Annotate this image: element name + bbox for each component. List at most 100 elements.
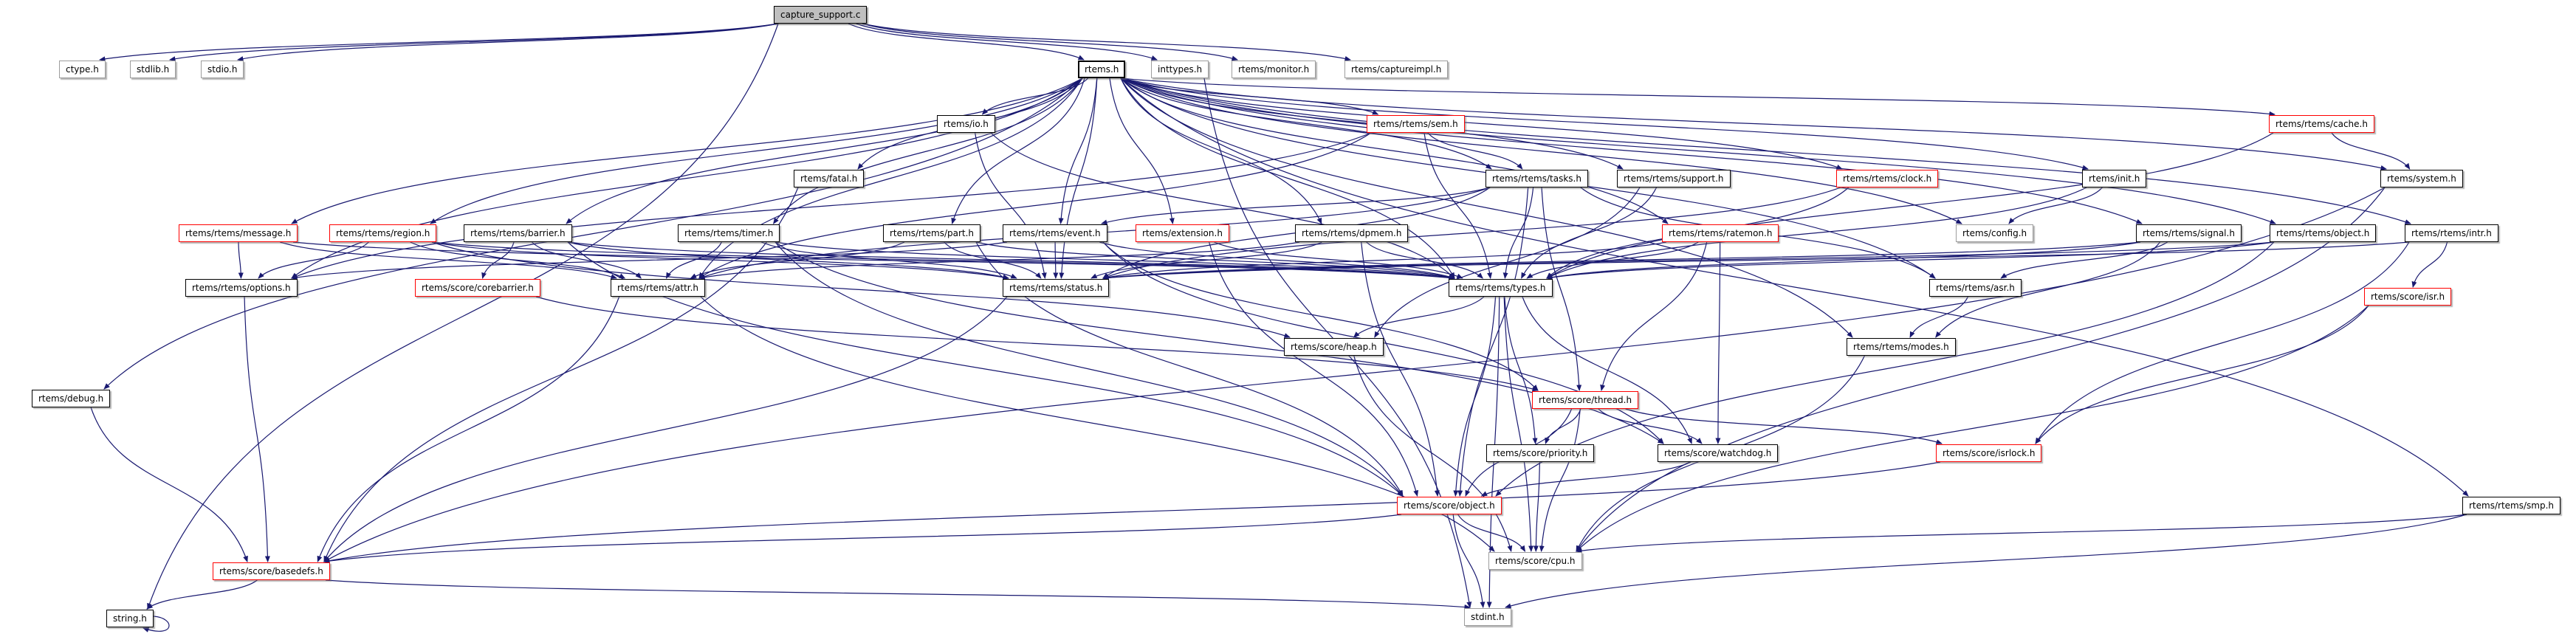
graph-node-rtems-rtems-object-h[interactable]: rtems/rtems/object.h: [2270, 224, 2377, 242]
edge-capture-support-c--stdlib-h: [169, 23, 779, 62]
edge-rtems-rtems-intr-h--rtems-rtems-status-h: [1102, 241, 2410, 280]
graph-node-stdlib-h[interactable]: stdlib.h: [130, 61, 176, 78]
graph-node-rtems-rtems-types-h[interactable]: rtems/rtems/types.h: [1449, 279, 1553, 297]
edge-rtems-rtems-event-h--rtems-score-thread-h: [1102, 241, 1539, 391]
edge-rtems-rtems-region-h--rtems-score-heap-h: [431, 241, 1291, 338]
graph-node-rtems-score-isrlock-h[interactable]: rtems/score/isrlock.h: [1936, 444, 2042, 462]
edge-rtems-score-basedefs-h--string-h: [146, 579, 258, 610]
graph-node-rtems-rtems-event-h[interactable]: rtems/rtems/event.h: [1003, 224, 1107, 242]
edge-rtems-score-basedefs-h--stdint-h: [325, 579, 1471, 610]
graph-node-rtems-h[interactable]: rtems.h: [1078, 61, 1126, 78]
edge-rtems-h--rtems-rtems-attr-h: [698, 77, 1083, 279]
edge-rtems-rtems-tasks-h--rtems-score-object-h: [1457, 187, 1529, 497]
graph-node-rtems-rtems-intr-h[interactable]: rtems/rtems/intr.h: [2405, 224, 2498, 242]
graph-node-rtems-rtems-part-h[interactable]: rtems/rtems/part.h: [883, 224, 981, 242]
edge-rtems-rtems-object-h--rtems-rtems-status-h: [1102, 241, 2275, 280]
edge-rtems-rtems-signal-h--rtems-rtems-types-h: [1546, 241, 2141, 280]
edge-rtems-h--rtems-config-h: [1120, 77, 1962, 224]
graph-node-rtems-io-h[interactable]: rtems/io.h: [937, 115, 995, 133]
graph-node-rtems-score-object-h[interactable]: rtems/score/object.h: [1397, 497, 1502, 514]
edge-capture-support-c--string-h: [147, 23, 779, 610]
graph-node-rtems-monitor-h[interactable]: rtems/monitor.h: [1232, 61, 1316, 78]
graph-node-capture-support-c: capture_support.c: [774, 6, 868, 24]
edge-rtems-rtems-barrier-h--rtems-score-corebarrier-h: [481, 241, 515, 279]
graph-node-rtems-rtems-tasks-h[interactable]: rtems/rtems/tasks.h: [1486, 170, 1588, 187]
edge-rtems-rtems-smp-h--rtems-score-cpu-h: [1576, 514, 2467, 554]
edge-rtems-rtems-part-h--rtems-rtems-attr-h: [690, 241, 905, 279]
edge-rtems-rtems-cache-h--rtems-rtems-types-h: [1546, 132, 2274, 279]
graph-node-rtems-rtems-clock-h[interactable]: rtems/rtems/clock.h: [1836, 170, 1939, 187]
graph-node-rtems-score-watchdog-h[interactable]: rtems/score/watchdog.h: [1658, 444, 1779, 462]
graph-node-rtems-fatal-h[interactable]: rtems/fatal.h: [794, 170, 865, 187]
edge-rtems-h--rtems-rtems-object-h: [1120, 77, 2276, 224]
edge-rtems-h--rtems-rtems-dpmem-h: [1120, 77, 1322, 224]
edge-rtems-rtems-support-h--rtems-rtems-types-h: [1521, 187, 1658, 279]
graph-node-rtems-score-thread-h[interactable]: rtems/score/thread.h: [1532, 391, 1639, 409]
edge-rtems-rtems-region-h--rtems-rtems-options-h: [258, 241, 369, 279]
graph-node-rtems-rtems-status-h[interactable]: rtems/rtems/status.h: [1003, 279, 1110, 297]
graph-node-rtems-rtems-smp-h[interactable]: rtems/rtems/smp.h: [2462, 497, 2560, 514]
edge-rtems-rtems-region-h--rtems-rtems-status-h: [431, 241, 1009, 280]
graph-node-rtems-rtems-options-h[interactable]: rtems/rtems/options.h: [185, 279, 298, 297]
graph-node-rtems-rtems-barrier-h[interactable]: rtems/rtems/barrier.h: [464, 224, 572, 242]
edge-rtems-h--rtems-rtems-timer-h: [773, 77, 1083, 224]
graph-node-rtems-rtems-message-h[interactable]: rtems/rtems/message.h: [179, 224, 298, 242]
graph-node-stdio-h[interactable]: stdio.h: [201, 61, 244, 78]
graph-node-rtems-config-h[interactable]: rtems/config.h: [1956, 224, 2034, 242]
graph-node-rtems-score-heap-h[interactable]: rtems/score/heap.h: [1284, 338, 1384, 356]
graph-node-rtems-score-priority-h[interactable]: rtems/score/priority.h: [1486, 444, 1595, 462]
edge-rtems-rtems-message-h--rtems-rtems-attr-h: [280, 241, 617, 279]
graph-node-string-h[interactable]: string.h: [106, 610, 154, 627]
graph-node-rtems-rtems-ratemon-h[interactable]: rtems/rtems/ratemon.h: [1662, 224, 1779, 242]
graph-node-rtems-rtems-region-h[interactable]: rtems/rtems/region.h: [329, 224, 437, 242]
graph-node-rtems-rtems-signal-h[interactable]: rtems/rtems/signal.h: [2136, 224, 2242, 242]
edge-rtems-h--rtems-io-h: [981, 77, 1089, 115]
edge-rtems-rtems-types-h--rtems-score-cpu-h: [1503, 296, 1534, 552]
edge-rtems-score-corebarrier-h--rtems-score-thread-h: [535, 296, 1539, 392]
graph-node-rtems-rtems-timer-h[interactable]: rtems/rtems/timer.h: [678, 224, 780, 242]
graph-node-rtems-rtems-modes-h[interactable]: rtems/rtems/modes.h: [1847, 338, 1956, 356]
edge-rtems-system-h--rtems-score-basedefs-h: [323, 187, 2386, 562]
graph-node-rtems-rtems-support-h[interactable]: rtems/rtems/support.h: [1617, 170, 1731, 187]
graph-node-rtems-rtems-attr-h[interactable]: rtems/rtems/attr.h: [611, 279, 706, 297]
graph-node-rtems-system-h[interactable]: rtems/system.h: [2380, 170, 2463, 187]
graph-node-rtems-rtems-sem-h[interactable]: rtems/rtems/sem.h: [1367, 115, 1465, 133]
edge-rtems-rtems-event-h--rtems-rtems-types-h: [1099, 241, 1455, 280]
graph-node-rtems-score-cpu-h[interactable]: rtems/score/cpu.h: [1488, 552, 1582, 570]
edge-rtems-extension-h--rtems-score-object-h: [1209, 241, 1419, 497]
graph-node-rtems-rtems-asr-h[interactable]: rtems/rtems/asr.h: [1929, 279, 2022, 297]
edge-rtems-h--rtems-rtems-modes-h: [1120, 77, 1853, 338]
edge-rtems-score-isrlock-h--rtems-score-basedefs-h: [323, 461, 1941, 564]
edge-rtems-rtems-event-h--rtems-rtems-status-h: [1053, 241, 1059, 279]
edge-rtems-rtems-intr-h--rtems-score-isrlock-h: [2035, 241, 2410, 444]
graph-node-rtems-rtems-dpmem-h[interactable]: rtems/rtems/dpmem.h: [1295, 224, 1409, 242]
edge-rtems-score-object-h--rtems-score-cpu-h: [1457, 514, 1526, 552]
graph-node-rtems-captureimpl-h[interactable]: rtems/captureimpl.h: [1344, 61, 1449, 78]
graph-node-stdint-h[interactable]: stdint.h: [1464, 608, 1511, 626]
graph-node-rtems-extension-h[interactable]: rtems/extension.h: [1136, 224, 1229, 242]
graph-node-rtems-score-basedefs-h[interactable]: rtems/score/basedefs.h: [213, 562, 330, 580]
edge-rtems-fatal-h--rtems-score-basedefs-h: [323, 187, 799, 562]
edge-rtems-rtems-sem-h--rtems-rtems-attr-h: [698, 132, 1372, 279]
graph-node-rtems-score-isr-h[interactable]: rtems/score/isr.h: [2364, 288, 2452, 306]
graph-node-inttypes-h[interactable]: inttypes.h: [1151, 61, 1209, 78]
edge-rtems-rtems-types-h--rtems-score-watchdog-h: [1522, 296, 1692, 444]
edge-rtems-rtems-timer-h--rtems-score-object-h: [774, 241, 1404, 497]
edge-rtems-rtems-timer-h--rtems-rtems-attr-h: [665, 241, 722, 279]
edge-rtems-score-thread-h--rtems-score-priority-h: [1545, 408, 1581, 444]
graph-node-rtems-score-corebarrier-h[interactable]: rtems/score/corebarrier.h: [415, 279, 540, 297]
edge-rtems-rtems-message-h--rtems-rtems-types-h: [292, 241, 1455, 280]
edge-rtems-rtems-attr-h--rtems-score-basedefs-h: [317, 296, 620, 562]
edge-rtems-rtems-timer-h--rtems-rtems-types-h: [774, 241, 1455, 280]
graph-node-rtems-rtems-cache-h[interactable]: rtems/rtems/cache.h: [2269, 115, 2374, 133]
edge-rtems-rtems-status-h--rtems-score-basedefs-h: [323, 296, 1008, 562]
edge-rtems-score-priority-h--rtems-score-cpu-h: [1533, 461, 1540, 552]
graph-node-ctype-h[interactable]: ctype.h: [59, 61, 106, 78]
edge-rtems-score-isr-h--rtems-score-isrlock-h: [2035, 305, 2369, 444]
edge-rtems-score-object-h--stdint-h: [1452, 514, 1486, 608]
graph-node-rtems-debug-h[interactable]: rtems/debug.h: [32, 390, 111, 407]
edge-rtems-rtems-signal-h--rtems-rtems-asr-h: [2000, 241, 2168, 279]
graph-node-rtems-init-h[interactable]: rtems/init.h: [2082, 170, 2147, 187]
